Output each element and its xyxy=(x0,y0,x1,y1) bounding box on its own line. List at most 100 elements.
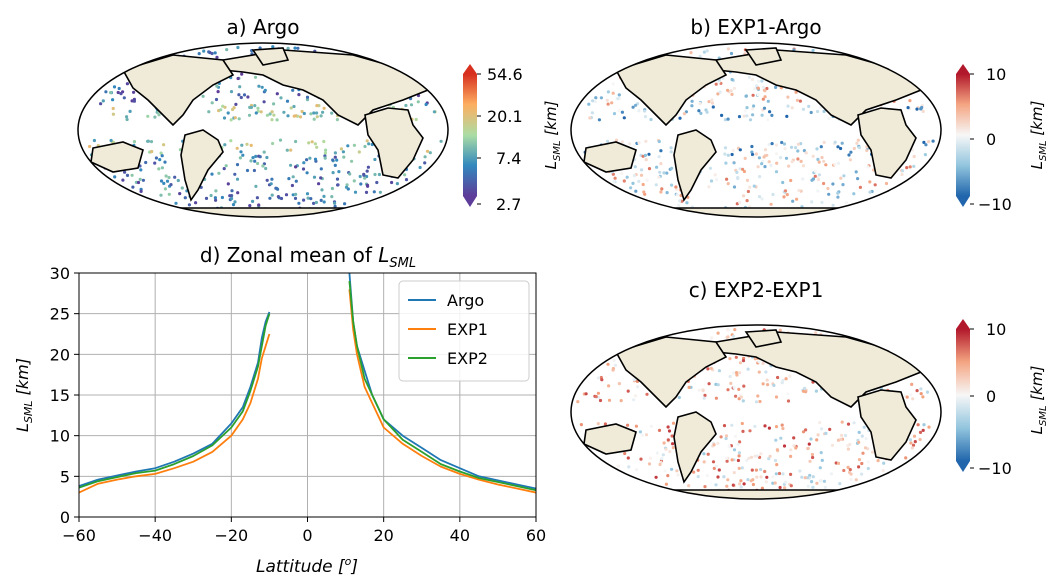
profile-point xyxy=(824,431,828,435)
profile-point xyxy=(739,479,743,483)
profile-point xyxy=(765,475,769,479)
profile-point xyxy=(654,183,658,187)
profile-point xyxy=(782,195,786,199)
profile-point xyxy=(726,478,730,482)
profile-point xyxy=(661,453,665,457)
profile-point xyxy=(810,178,814,182)
profile-point xyxy=(761,361,765,365)
profile-point xyxy=(748,185,752,189)
profile-point xyxy=(725,459,729,463)
profile-point xyxy=(162,143,166,147)
profile-point xyxy=(617,93,621,97)
profile-point xyxy=(911,443,916,447)
profile-point xyxy=(235,163,240,167)
profile-point xyxy=(246,95,250,99)
profile-point xyxy=(818,421,822,425)
profile-point xyxy=(160,166,164,170)
profile-point xyxy=(760,113,764,117)
profile-point xyxy=(836,145,840,149)
profile-point xyxy=(667,429,672,433)
profile-point xyxy=(302,198,306,202)
profile-point xyxy=(860,461,864,466)
x-tick-label: −40 xyxy=(138,526,172,545)
profile-point xyxy=(335,158,339,162)
profile-point xyxy=(675,193,679,197)
profile-point xyxy=(766,99,770,103)
profile-point xyxy=(279,96,283,100)
profile-point xyxy=(876,459,880,463)
profile-point xyxy=(734,355,738,359)
profile-point xyxy=(757,79,761,83)
profile-point xyxy=(616,464,621,468)
profile-point xyxy=(772,383,776,387)
profile-point xyxy=(634,424,639,428)
profile-point xyxy=(736,458,741,463)
profile-point xyxy=(241,153,245,157)
profile-point xyxy=(820,427,824,431)
profile-point xyxy=(132,99,136,103)
profile-point xyxy=(733,434,738,438)
profile-point xyxy=(670,434,674,438)
profile-point xyxy=(404,178,409,182)
profile-point xyxy=(815,147,819,151)
profile-point xyxy=(809,437,813,441)
profile-point xyxy=(726,117,730,121)
profile-point xyxy=(341,150,345,154)
profile-point xyxy=(752,104,756,108)
profile-point xyxy=(771,481,775,485)
profile-point xyxy=(612,179,616,184)
profile-point xyxy=(378,190,382,194)
profile-point xyxy=(339,147,343,151)
profile-point xyxy=(829,472,834,476)
profile-point xyxy=(817,173,822,177)
profile-point xyxy=(237,93,241,97)
panel-c-cbar-tick: 10 xyxy=(986,320,1006,339)
profile-point xyxy=(617,382,622,386)
profile-point xyxy=(662,171,666,175)
profile-point xyxy=(728,374,732,379)
profile-point xyxy=(746,189,751,194)
profile-point xyxy=(261,164,265,168)
profile-point xyxy=(313,157,318,161)
profile-point xyxy=(305,95,310,99)
profile-point xyxy=(671,421,676,425)
profile-point xyxy=(925,390,930,394)
profile-point xyxy=(301,167,306,171)
profile-point xyxy=(839,176,843,180)
profile-point xyxy=(836,191,840,195)
profile-point xyxy=(235,146,239,150)
profile-point xyxy=(662,441,666,445)
profile-point xyxy=(269,182,273,186)
profile-point xyxy=(357,150,361,154)
profile-point xyxy=(294,179,298,183)
profile-point xyxy=(714,464,719,468)
profile-point xyxy=(732,86,737,90)
profile-point xyxy=(735,373,739,377)
profile-point xyxy=(612,112,617,116)
profile-point xyxy=(795,98,800,102)
profile-point xyxy=(775,161,779,165)
profile-point xyxy=(789,178,793,183)
profile-point xyxy=(362,173,366,177)
profile-point xyxy=(664,447,668,451)
profile-point xyxy=(785,193,789,197)
profile-point xyxy=(593,100,597,104)
profile-point xyxy=(223,143,227,147)
profile-point xyxy=(657,428,662,432)
profile-point xyxy=(251,156,255,160)
profile-point xyxy=(804,151,808,155)
profile-point xyxy=(918,437,922,442)
profile-point xyxy=(770,113,774,117)
y-tick-label: 15 xyxy=(50,386,70,405)
profile-point xyxy=(150,150,154,154)
profile-point xyxy=(726,153,730,157)
profile-point xyxy=(312,111,316,115)
profile-point xyxy=(773,481,777,485)
profile-point xyxy=(255,196,259,200)
profile-point xyxy=(786,104,790,108)
profile-point xyxy=(634,103,638,107)
profile-point xyxy=(314,200,318,205)
profile-point xyxy=(906,106,910,110)
profile-point xyxy=(908,438,913,442)
profile-point xyxy=(751,93,755,97)
